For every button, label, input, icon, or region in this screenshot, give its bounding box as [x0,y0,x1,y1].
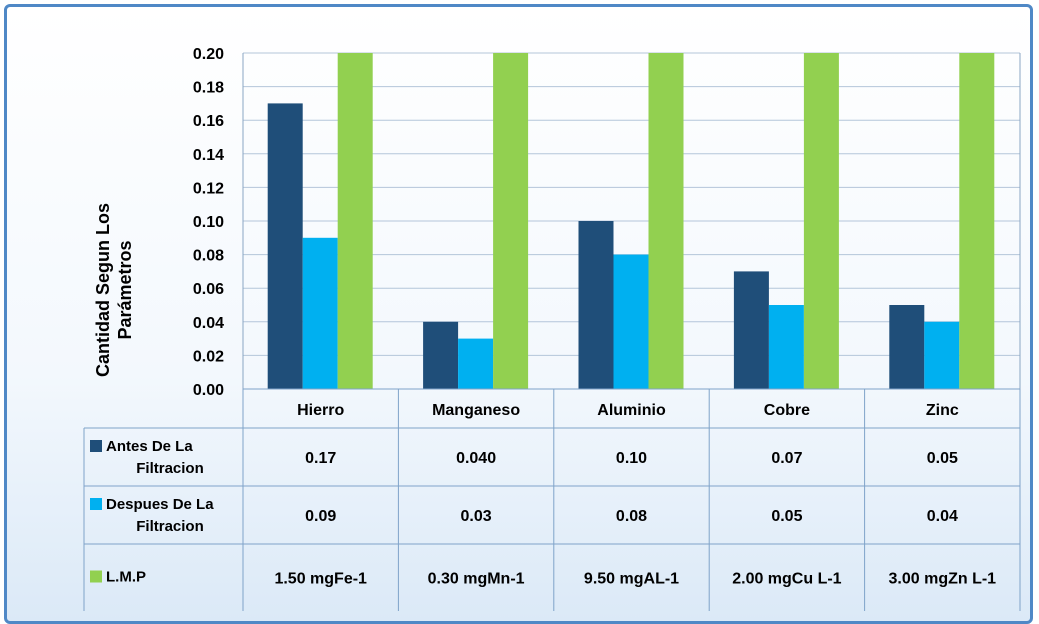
y-tick-label: 0.10 [193,214,224,231]
legend-label: L.M.P [106,569,146,586]
y-tick-label: 0.06 [193,281,224,298]
bar-zinc-0 [889,305,925,389]
category-label: Cobre [764,402,810,419]
data-table: Hierro Manganeso Aluminio Cobre Zinc Antes De… [83,388,1021,611]
bar-hierro-1 [302,237,338,389]
y-tick-label: 0.00 [193,382,224,399]
table-value: 0.08 [616,508,647,525]
table-value: 0.05 [771,508,802,525]
bar-cobre-0 [733,271,769,389]
table-value: 0.30 mgMn-1 [428,571,525,588]
table-value: 0.04 [927,508,958,525]
table-value: 0.040 [456,450,496,467]
legend-label: Despues De La [106,496,214,513]
table-value: 0.05 [927,450,958,467]
bar-aluminio-2 [648,53,684,389]
table-value: 0.07 [771,450,802,467]
table-value: 0.17 [305,450,336,467]
category-label: Zinc [926,402,959,419]
y-tick-label: 0.12 [193,180,224,197]
table-value: 9.50 mgAL-1 [584,571,679,588]
legend-key [90,570,102,583]
y-tick-label: 0.20 [193,46,224,63]
category-label: Aluminio [597,402,666,419]
bar-aluminio-1 [613,254,649,389]
y-axis-ticks: 0.00 0.02 0.04 0.06 0.08 0.10 0.12 0.14 0.16 0.18… [193,46,224,399]
table-value: 3.00 mgZn L-1 [889,571,997,588]
legend-label: Antes De La [106,438,193,455]
y-axis-label-line-1: Cantidad Segun Los [93,203,113,377]
legend-label: Filtracion [136,460,204,477]
y-tick-label: 0.02 [193,348,224,365]
bar-cobre-2 [803,53,839,389]
table-value: 1.50 mgFe-1 [274,571,367,588]
legend-key [90,440,102,452]
bars [267,53,995,390]
y-tick-label: 0.14 [193,147,224,164]
bar-hierro-0 [267,103,303,390]
bar-zinc-1 [924,321,960,389]
bar-zinc-2 [959,53,995,389]
category-label: Hierro [297,402,344,419]
y-tick-label: 0.08 [193,248,224,265]
category-label: Manganeso [432,402,520,419]
bar-aluminio-0 [578,221,614,389]
y-tick-label: 0.04 [193,315,224,332]
legend-label: Filtracion [136,518,204,535]
bar-manganeso-0 [423,321,459,389]
y-tick-label: 0.16 [193,113,224,130]
bar-cobre-1 [768,305,804,389]
table-value: 0.03 [461,508,492,525]
bar-chart: 0.00 0.02 0.04 0.06 0.08 0.10 0.12 0.14 0.16 0.18… [83,46,1021,611]
table-value: 0.10 [616,450,647,467]
bar-manganeso-1 [458,338,494,389]
table-value: 2.00 mgCu L-1 [732,571,841,588]
y-axis-label-line-2: Parámetros [115,240,135,339]
y-tick-label: 0.18 [193,80,224,97]
bar-hierro-2 [337,53,373,389]
bar-manganeso-2 [493,53,529,389]
legend-key [90,498,102,510]
table-value: 0.09 [305,508,336,525]
